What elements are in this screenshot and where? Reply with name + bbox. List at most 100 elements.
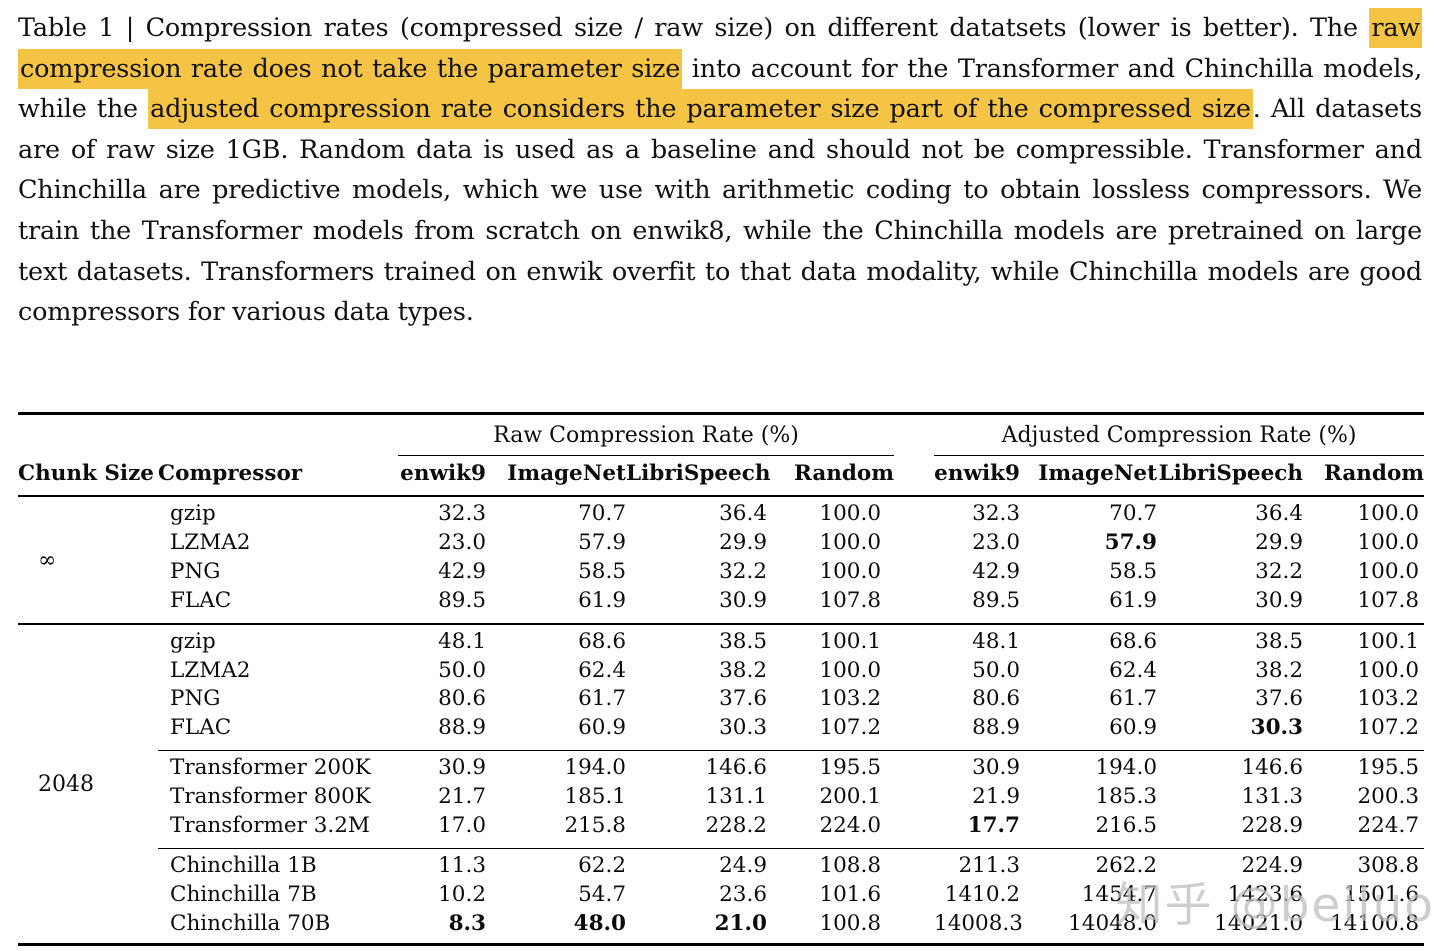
value-cell: 100.0 [1357, 529, 1420, 555]
compressor-header: Compressor [158, 455, 398, 497]
table-row: ∞ gzip 32.3 70.7 36.4 100.0 32.3 70.7 36… [18, 496, 1424, 625]
value-cell: 100.0 [1357, 657, 1420, 683]
group-header-row: Raw Compression Rate (%) Adjusted Compre… [18, 415, 1425, 456]
adjusted-group-header: Adjusted Compression Rate (%) [934, 415, 1425, 456]
value-cell: 29.9 [1255, 529, 1304, 555]
value-cell: 70.7 [1109, 501, 1158, 526]
table-row: PNG 42.9 58.5 32.2 100.0 42.9 58.5 32.2 … [18, 558, 1424, 587]
compressor-cell: Transformer 200K [158, 750, 398, 784]
value-cell-best: 17.7 [967, 813, 1021, 839]
value-cell: 32.3 [972, 501, 1021, 526]
compressor-cell: gzip [170, 501, 216, 526]
value-cell: 38.5 [719, 628, 767, 654]
value-cell: 131.1 [705, 784, 767, 810]
value-cell: 61.7 [1109, 686, 1158, 712]
gap-cell [894, 847, 935, 881]
value-cell: 68.6 [578, 628, 626, 654]
value-cell: 54.7 [578, 881, 626, 907]
value-cell: 14021.0 [1214, 910, 1304, 936]
value-cell: 38.2 [719, 657, 767, 683]
value-cell: 228.2 [705, 813, 767, 839]
value-cell: 1501.6 [1343, 881, 1420, 907]
gap-cell [894, 783, 934, 812]
compressor-cell: LZMA2 [170, 529, 251, 555]
value-cell: 107.2 [1357, 715, 1420, 741]
compressor-cell: FLAC [170, 715, 232, 741]
value-cell: 100.0 [819, 657, 882, 683]
value-cell: 42.9 [972, 558, 1021, 584]
value-cell: 308.8 [1303, 847, 1425, 881]
value-cell: 107.8 [767, 586, 895, 625]
value-cell: 14048.0 [1068, 910, 1158, 936]
compressor-cell: PNG [170, 686, 221, 712]
value-cell: 60.9 [1109, 715, 1158, 741]
value-cell: 62.2 [486, 847, 626, 881]
value-cell: 108.8 [767, 847, 895, 881]
value-cell: 23.0 [438, 529, 486, 555]
value-cell: 211.3 [934, 847, 1021, 881]
value-cell: 30.3 [719, 715, 767, 741]
chunk-size-cell: ∞ [18, 496, 158, 625]
value-cell: 101.6 [819, 881, 882, 907]
value-cell: 17.0 [438, 813, 486, 839]
compressor-cell: LZMA2 [170, 657, 251, 683]
raw-group-header: Raw Compression Rate (%) [398, 415, 895, 456]
caption-text: Table 1 | Compression rates (compressed … [18, 13, 1370, 43]
gap-cell [894, 586, 935, 625]
value-cell: 88.9 [438, 715, 486, 741]
results-table-container: Raw Compression Rate (%) Adjusted Compre… [18, 412, 1425, 946]
value-cell: 11.3 [398, 847, 486, 881]
value-cell: 32.2 [1255, 558, 1304, 584]
chunk-size-cell: 2048 [38, 771, 94, 797]
value-cell: 262.2 [1020, 847, 1158, 881]
value-cell: 36.4 [1255, 501, 1304, 526]
value-cell: 80.6 [438, 686, 486, 712]
value-cell: 1423.6 [1227, 881, 1304, 907]
value-cell: 224.7 [1357, 813, 1420, 839]
raw-librispeech-header: LibriSpeech [626, 455, 770, 497]
table-row: Chinchilla 1B 11.3 62.2 24.9 108.8 211.3… [18, 847, 1425, 881]
value-cell: 70.7 [578, 501, 626, 526]
table-row: PNG 80.6 61.7 37.6 103.2 80.6 61.7 37.6 … [18, 685, 1424, 714]
compressor-cell: gzip [170, 628, 216, 654]
value-cell: 30.9 [398, 750, 486, 784]
value-cell: 23.6 [719, 881, 767, 907]
table-row: Transformer 200K 30.9 194.0 146.6 195.5 … [18, 750, 1425, 784]
table-row: LZMA2 23.0 57.9 29.9 100.0 23.0 57.9 29.… [18, 529, 1424, 558]
value-cell: 103.2 [1357, 686, 1420, 712]
value-cell: 89.5 [398, 586, 486, 625]
table-caption: Table 1 | Compression rates (compressed … [18, 8, 1422, 333]
value-cell: 100.0 [819, 501, 882, 526]
caption-text: . All datasets are of raw size 1GB. Rand… [18, 94, 1422, 328]
value-cell: 100.0 [1357, 558, 1420, 584]
value-cell: 224.0 [819, 813, 882, 839]
compressor-cell: Transformer 800K [170, 784, 371, 810]
table-row: LZMA2 50.0 62.4 38.2 100.0 50.0 62.4 38.… [18, 657, 1424, 686]
value-cell: 100.1 [819, 628, 882, 654]
compression-rates-table: Raw Compression Rate (%) Adjusted Compre… [18, 415, 1425, 943]
value-cell: 32.3 [438, 501, 486, 526]
value-cell: 10.2 [438, 881, 486, 907]
value-cell: 195.5 [767, 750, 895, 784]
value-cell: 61.9 [1020, 586, 1158, 625]
value-cell: 194.0 [1020, 750, 1158, 784]
value-cell: 228.9 [1241, 813, 1304, 839]
value-cell: 103.2 [819, 686, 882, 712]
value-cell: 62.4 [1109, 657, 1158, 683]
value-cell: 48.1 [972, 628, 1021, 654]
raw-enwik9-header: enwik9 [398, 455, 486, 497]
compressor-cell: Chinchilla 1B [158, 847, 398, 881]
value-cell: 32.2 [719, 558, 767, 584]
gap-cell [894, 529, 934, 558]
value-cell: 37.6 [719, 686, 767, 712]
gap-cell [894, 812, 934, 848]
value-cell: 1410.2 [944, 881, 1021, 907]
value-cell: 60.9 [578, 715, 626, 741]
value-cell: 100.0 [819, 558, 882, 584]
value-cell-best: 57.9 [1104, 529, 1158, 555]
value-cell: 100.1 [1357, 628, 1420, 654]
adj-random-header: Random [1303, 455, 1425, 497]
gap-cell [894, 881, 934, 910]
value-cell-best: 8.3 [448, 910, 486, 936]
raw-imagenet-header: ImageNet [486, 455, 626, 497]
